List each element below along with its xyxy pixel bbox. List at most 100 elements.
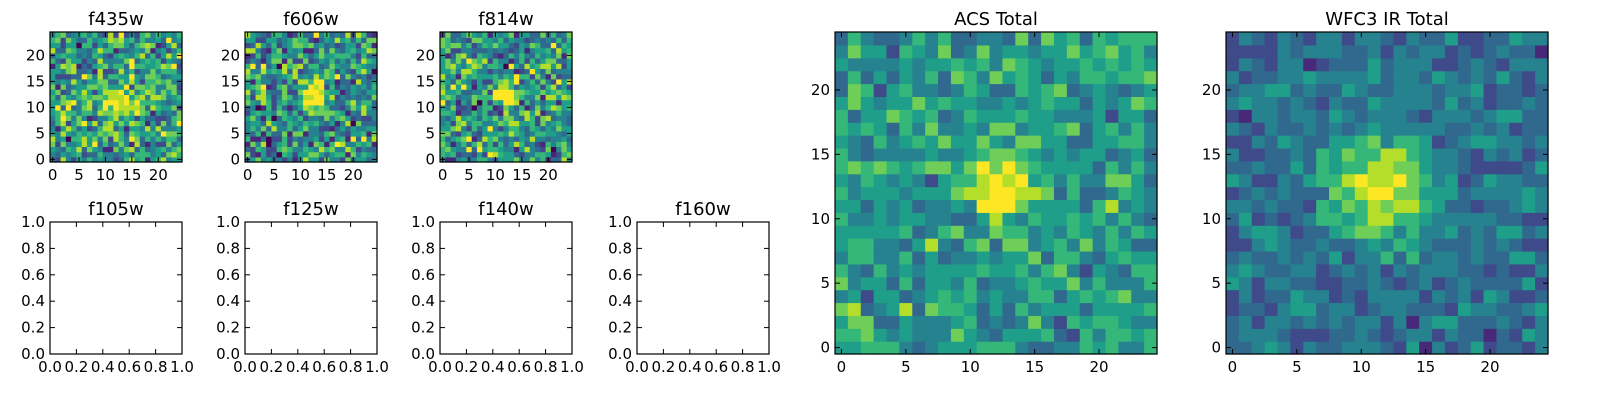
- heatmap-cell: [1522, 147, 1536, 162]
- heatmap-cell: [297, 130, 304, 137]
- heatmap-cell: [134, 130, 141, 137]
- y-tick-label: 0.6: [21, 266, 45, 284]
- x-tick-label: 0.2: [64, 358, 88, 376]
- heatmap-cell: [1509, 263, 1523, 278]
- heatmap-cell: [976, 263, 991, 278]
- heatmap-cell: [1367, 186, 1382, 201]
- heatmap-cell: [55, 125, 62, 132]
- heatmap-cell: [550, 99, 557, 106]
- heatmap-cell: [318, 47, 325, 54]
- heatmap-cell: [1522, 263, 1536, 278]
- heatmap-cell: [366, 120, 373, 127]
- heatmap-cell: [134, 125, 141, 132]
- heatmap-cell: [155, 42, 162, 49]
- heatmap-cell: [1079, 328, 1094, 342]
- heatmap-cell: [540, 32, 547, 38]
- heatmap-cell: [1079, 199, 1094, 213]
- heatmap-cell: [487, 146, 494, 153]
- heatmap-cell: [912, 135, 926, 149]
- heatmap-cell: [513, 94, 520, 101]
- y-tick-label: 0.2: [21, 319, 45, 337]
- heatmap-cell: [1483, 328, 1498, 342]
- heatmap-cell: [561, 99, 568, 106]
- heatmap-cell: [345, 125, 352, 132]
- heatmap-cell: [963, 173, 978, 188]
- heatmap-cell: [313, 130, 320, 137]
- heatmap-cell: [1053, 276, 1068, 291]
- heatmap-cell: [835, 225, 849, 239]
- heatmap-cell: [989, 96, 1004, 110]
- heatmap-cell: [1226, 44, 1240, 59]
- heatmap-cell: [860, 238, 875, 252]
- heatmap-cell: [155, 130, 162, 137]
- heatmap-cell: [1277, 263, 1291, 278]
- heatmap-cell: [1509, 341, 1523, 355]
- heatmap-cell: [160, 84, 167, 90]
- heatmap-cell: [76, 99, 83, 106]
- heatmap-cell: [847, 122, 862, 136]
- heatmap-cell: [1509, 109, 1523, 123]
- heatmap-cell: [318, 52, 325, 59]
- heatmap-cell: [340, 104, 346, 111]
- heatmap-cell: [524, 136, 531, 142]
- heatmap-cell: [366, 125, 373, 132]
- heatmap-cell: [1380, 302, 1395, 316]
- heatmap-cell: [529, 156, 536, 163]
- heatmap-cell: [925, 250, 939, 265]
- heatmap-cell: [113, 73, 120, 80]
- heatmap-cell: [1131, 122, 1145, 136]
- heatmap-cell: [166, 156, 173, 163]
- heatmap-cell: [550, 136, 557, 142]
- heatmap-cell: [1444, 135, 1459, 149]
- heatmap-cell: [835, 341, 849, 355]
- heatmap-cell: [160, 120, 167, 127]
- heatmap-cell: [482, 68, 489, 75]
- x-tick-label: 1.0: [170, 358, 194, 376]
- heatmap-cell: [86, 130, 93, 137]
- heatmap-cell: [129, 141, 136, 147]
- heatmap-cell: [1290, 289, 1304, 304]
- heatmap-cell: [556, 52, 563, 59]
- heatmap-cell: [266, 125, 272, 132]
- heatmap-cell: [1341, 238, 1356, 252]
- heatmap-cell: [276, 42, 283, 49]
- heatmap-cell: [1053, 173, 1068, 188]
- heatmap-cell: [912, 315, 926, 329]
- heatmap-cell: [176, 58, 183, 64]
- heatmap-cell: [519, 37, 526, 43]
- heatmap-cell: [1264, 135, 1279, 149]
- heatmap-cell: [835, 186, 849, 201]
- heatmap-cell: [1238, 109, 1253, 123]
- heatmap-cell: [303, 42, 309, 49]
- heatmap-cell: [1406, 276, 1420, 291]
- heatmap-cell: [482, 47, 489, 54]
- heatmap-cell: [113, 104, 120, 111]
- heatmap-cell: [340, 136, 346, 142]
- heatmap-cell: [113, 47, 120, 54]
- heatmap-cell: [508, 42, 515, 49]
- heatmap-cell: [1041, 135, 1055, 149]
- heatmap-cell: [847, 212, 862, 226]
- heatmap-cell: [440, 141, 446, 147]
- heatmap-cell: [550, 141, 557, 147]
- heatmap-cell: [1444, 44, 1459, 59]
- heatmap-cell: [123, 110, 130, 116]
- heatmap-cell: [303, 99, 309, 106]
- heatmap-cell: [482, 146, 489, 153]
- heatmap-cell: [1053, 238, 1068, 252]
- heatmap-cell: [1316, 328, 1330, 342]
- heatmap-cell: [1303, 328, 1317, 342]
- heatmap-cell: [1406, 109, 1420, 123]
- heatmap-cell: [1341, 341, 1356, 355]
- heatmap-cell: [371, 84, 378, 90]
- heatmap-cell: [86, 141, 93, 147]
- heatmap-cell: [1419, 109, 1433, 123]
- heatmap-cell: [55, 120, 62, 127]
- heatmap-cell: [455, 104, 462, 111]
- heatmap-cell: [145, 42, 151, 49]
- heatmap-cell: [529, 94, 536, 101]
- heatmap-cell: [471, 99, 478, 106]
- heatmap-cell: [455, 84, 462, 90]
- heatmap-cell: [899, 83, 913, 97]
